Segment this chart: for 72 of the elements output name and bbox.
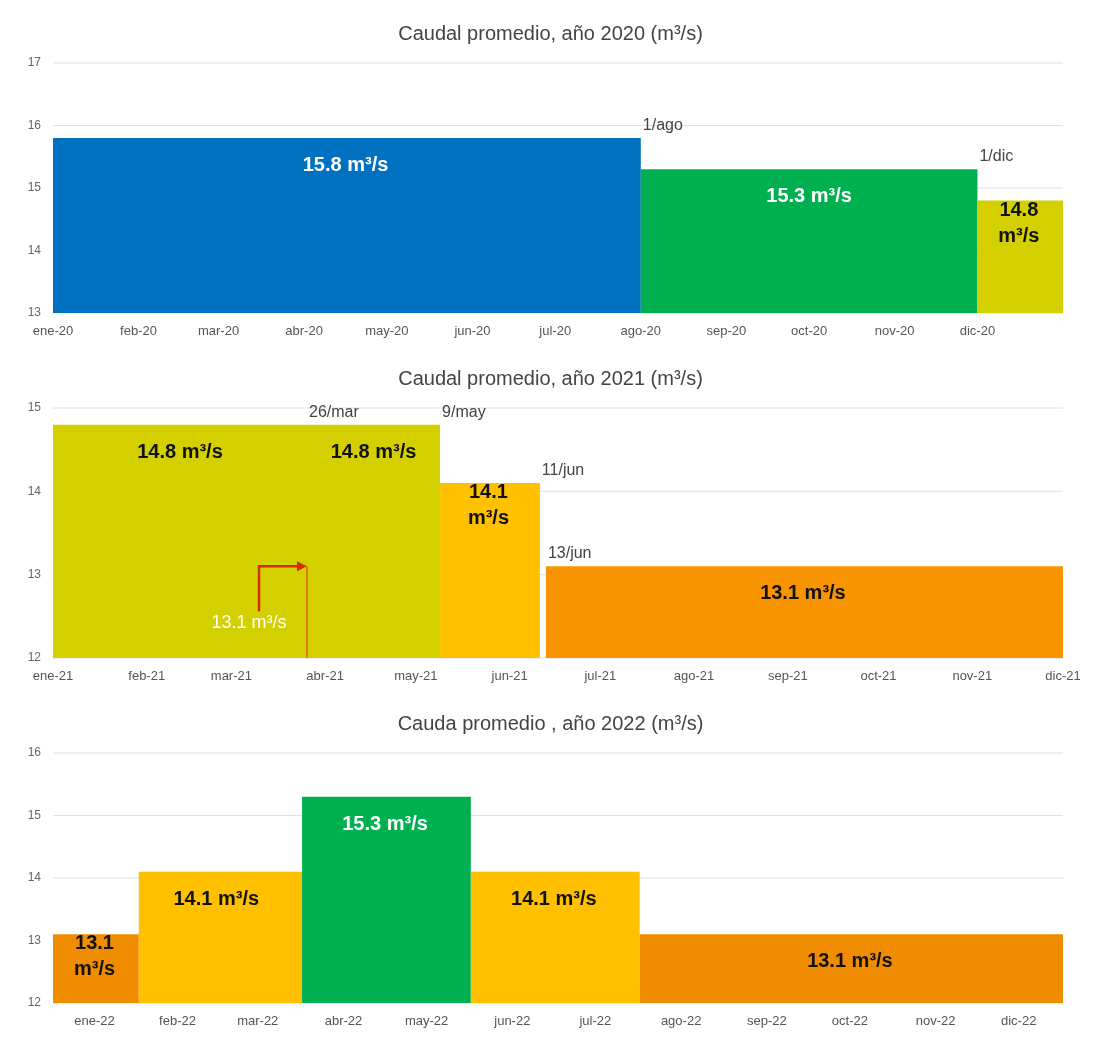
data-label: 15.3 m³/s	[342, 812, 428, 835]
x-tick-label: mar-20	[197, 323, 240, 338]
y-tick-label: 13	[27, 932, 42, 947]
x-tick-label: nov-22	[915, 1013, 956, 1028]
x-tick-label: nov-20	[874, 323, 915, 338]
y-tick-label: 14	[27, 242, 42, 257]
y-tick-label: 13	[27, 566, 42, 581]
data-label: 13.1 m³/s	[73, 931, 116, 980]
x-tick-label: mar-21	[210, 668, 253, 683]
x-tick-label: ago-22	[660, 1013, 702, 1028]
x-tick-label: dic-20	[959, 323, 996, 338]
x-tick-label: oct-22	[831, 1013, 868, 1028]
data-label: 15.8 m³/s	[302, 153, 389, 176]
annotation: 9/may	[442, 402, 486, 420]
x-tick-label: abr-22	[324, 1013, 363, 1028]
annotation: 13/jun	[547, 544, 592, 562]
data-label: 13.1 m³/s	[760, 581, 846, 604]
x-tick-label: may-21	[394, 668, 438, 683]
x-tick-label: jul-21	[583, 668, 617, 683]
x-tick-label: jun-21	[490, 668, 528, 683]
y-tick-label: 12	[27, 995, 42, 1010]
x-tick-label: mar-22	[237, 1013, 279, 1028]
data-label: 14.8 m³/s	[330, 439, 417, 462]
x-tick-label: ago-21	[673, 668, 715, 683]
y-tick-label: 15	[27, 400, 42, 415]
data-label: 14.8 m³/s	[998, 197, 1040, 246]
annotation: 11/jun	[541, 461, 585, 478]
y-tick-label: 12	[27, 650, 42, 665]
data-label: 14.1 m³/s	[511, 887, 597, 910]
annotation: 1/ago	[642, 116, 683, 133]
x-tick-label: may-22	[404, 1013, 449, 1028]
y-tick-label: 16	[27, 745, 42, 760]
data-label: 15.3 m³/s	[766, 184, 852, 207]
x-tick-label: ene-20	[32, 323, 74, 338]
x-tick-label: dic-22	[1001, 1013, 1037, 1028]
y-tick-label: 15	[27, 807, 42, 822]
x-tick-label: feb-20	[120, 323, 157, 338]
x-tick-label: abr-20	[285, 323, 323, 338]
annotation: 26/mar	[309, 402, 360, 420]
x-tick-label: ene-22	[74, 1013, 115, 1028]
x-tick-label: jul-22	[578, 1013, 612, 1028]
x-tick-label: jun-20	[453, 323, 491, 338]
x-tick-label: dic-21	[1045, 668, 1081, 683]
data-label: 13.1 m³/s	[807, 949, 893, 972]
annotation: 13.1 m³/s	[211, 612, 287, 633]
y-tick-label: 15	[27, 180, 42, 195]
x-tick-label: jul-20	[538, 323, 572, 338]
y-tick-label: 14	[27, 483, 42, 498]
y-tick-label: 13	[27, 305, 42, 320]
x-tick-label: abr-21	[306, 668, 344, 683]
chart-title: Cauda promedio , año 2022 (m³/s)	[397, 712, 704, 734]
x-tick-label: sep-22	[747, 1013, 787, 1028]
x-tick-label: sep-20	[706, 323, 747, 338]
x-tick-label: feb-21	[128, 668, 166, 683]
x-tick-label: nov-21	[952, 668, 993, 683]
x-tick-label: may-20	[365, 323, 409, 338]
x-tick-label: oct-21	[860, 668, 897, 683]
data-label: 14.1 m³/s	[467, 480, 510, 529]
x-tick-label: feb-22	[159, 1013, 196, 1028]
y-tick-label: 17	[27, 55, 42, 70]
data-label: 14.1 m³/s	[173, 887, 260, 910]
x-tick-label: ago-20	[620, 323, 662, 338]
x-tick-label: sep-21	[767, 668, 808, 683]
chart-title: Caudal promedio, año 2020 (m³/s)	[398, 22, 703, 44]
annotation: 1/dic	[979, 147, 1014, 165]
x-tick-label: jun-22	[493, 1013, 531, 1028]
chart-title: Caudal promedio, año 2021 (m³/s)	[398, 367, 703, 389]
data-label: 14.8 m³/s	[137, 439, 223, 462]
x-tick-label: oct-20	[791, 323, 828, 338]
y-tick-label: 16	[27, 117, 42, 132]
y-tick-label: 14	[27, 870, 42, 885]
x-tick-label: ene-21	[32, 668, 74, 683]
